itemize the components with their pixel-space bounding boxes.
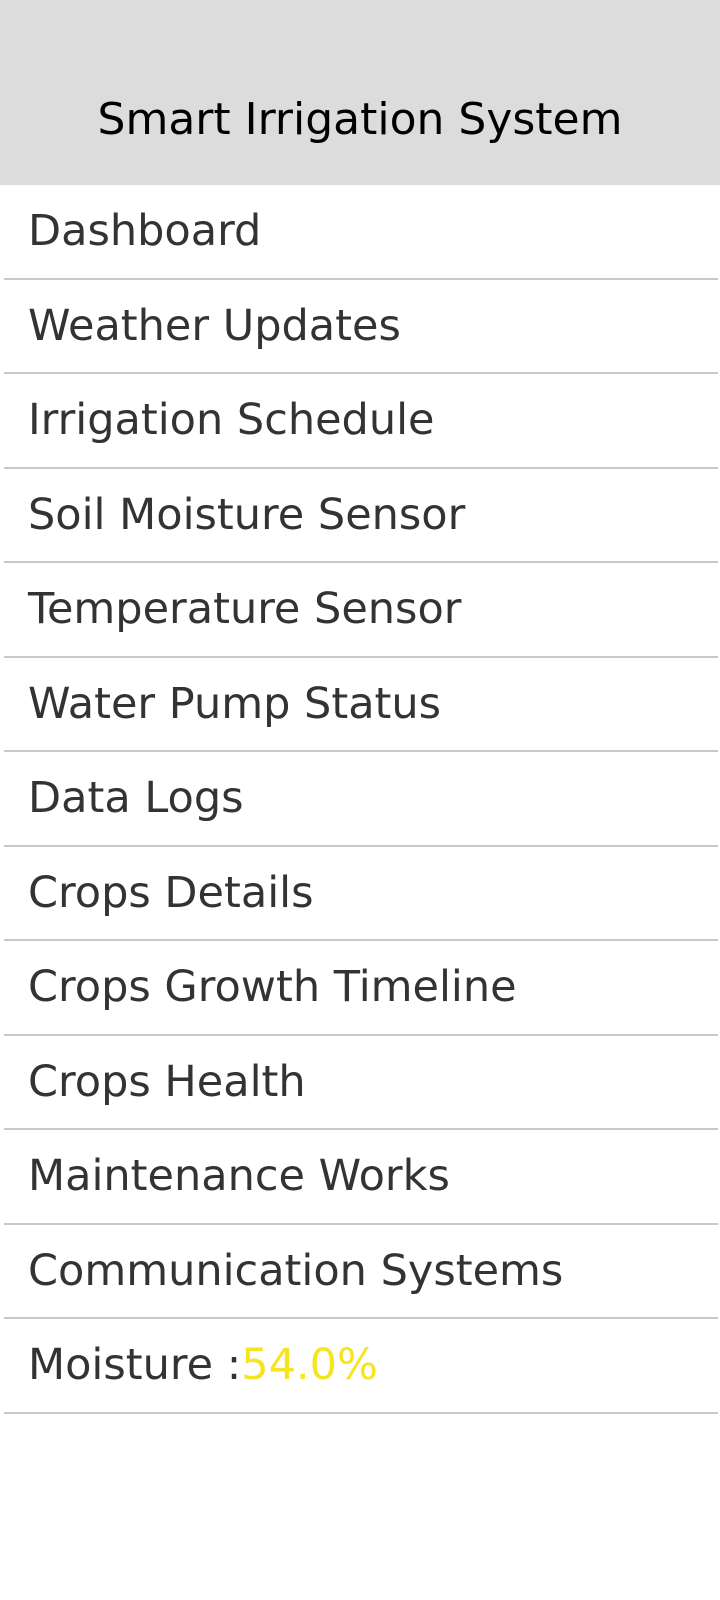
menu-item-irrigation-schedule[interactable]: Irrigation Schedule [4,374,718,469]
menu-item-maintenance-works[interactable]: Maintenance Works [4,1130,718,1225]
menu-item-data-logs[interactable]: Data Logs [4,752,718,847]
menu-item-label: Temperature Sensor [28,584,462,634]
menu-item-label: Crops Health [28,1056,306,1107]
menu-item-communication-systems[interactable]: Communication Systems [4,1225,718,1319]
moisture-label: Moisture : [28,1340,242,1390]
app-header: Smart Irrigation System [0,0,720,185]
menu-item-label: Dashboard [28,206,262,256]
menu-item-crops-health[interactable]: Crops Health [4,1036,718,1130]
menu-item-water-pump-status[interactable]: Water Pump Status [4,658,718,752]
menu-item-label: Crops Growth Timeline [28,962,517,1012]
menu-item-label: Maintenance Works [28,1151,450,1201]
moisture-readout-text: Moisture :54.0% [28,1335,378,1395]
menu-item-soil-moisture-sensor[interactable]: Soil Moisture Sensor [4,469,718,563]
menu-list: Dashboard Weather Updates Irrigation Sch… [0,185,720,1414]
menu-item-label: Communication Systems [28,1245,564,1296]
menu-item-label: Irrigation Schedule [28,395,435,445]
moisture-value: 54.0% [241,1340,378,1390]
menu-item-weather-updates[interactable]: Weather Updates [4,280,718,374]
menu-item-label: Soil Moisture Sensor [28,489,466,540]
menu-item-label: Weather Updates [28,300,401,351]
app-title: Smart Irrigation System [97,94,623,145]
menu-item-label: Water Pump Status [28,678,442,729]
menu-item-label: Data Logs [28,773,244,823]
menu-item-crops-details[interactable]: Crops Details [4,847,718,941]
menu-item-temperature-sensor[interactable]: Temperature Sensor [4,563,718,658]
menu-item-crops-growth-timeline[interactable]: Crops Growth Timeline [4,941,718,1036]
moisture-readout: Moisture :54.0% [4,1319,718,1414]
menu-item-dashboard[interactable]: Dashboard [4,185,718,280]
menu-item-label: Crops Details [28,867,314,918]
